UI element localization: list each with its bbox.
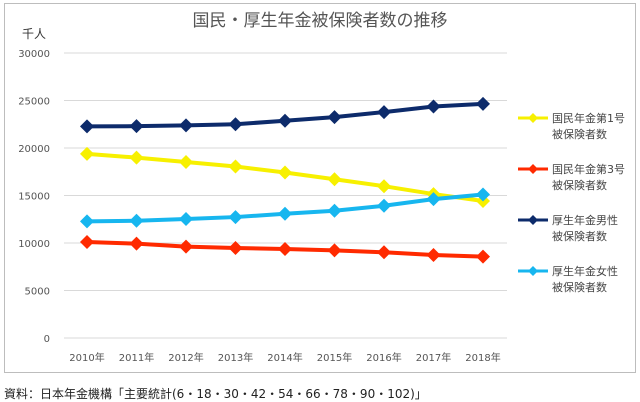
chart-frame	[4, 3, 636, 373]
legend-label: 厚生年金女性	[552, 264, 618, 278]
data-point	[228, 117, 243, 132]
data-point	[228, 210, 243, 225]
y-tick-label: 25000	[18, 97, 50, 108]
legend-label: 厚生年金男性	[552, 213, 618, 227]
data-point	[377, 179, 391, 194]
data-point	[327, 203, 342, 218]
y-tick-label: 5000	[25, 287, 50, 298]
y-tick-label: 10000	[18, 239, 50, 250]
data-point	[129, 213, 144, 228]
x-tick-label: 2018年	[465, 351, 500, 364]
data-point	[179, 154, 193, 169]
legend-label: 国民年金第1号	[552, 111, 625, 125]
legend-marker	[528, 266, 538, 276]
x-tick-label: 2015年	[317, 351, 352, 364]
y-tick-label: 30000	[18, 49, 50, 60]
y-tick-label: 15000	[18, 192, 50, 203]
data-point	[80, 119, 94, 134]
legend-label: 被保険者数	[552, 178, 607, 192]
data-point	[228, 159, 243, 174]
data-point	[80, 214, 94, 229]
x-tick-label: 2016年	[366, 351, 401, 364]
x-tick-label: 2011年	[119, 351, 154, 364]
y-tick-label: 20000	[18, 144, 50, 155]
x-tick-label: 2010年	[69, 351, 104, 364]
data-point	[278, 113, 292, 128]
data-point	[228, 240, 243, 255]
legend-marker	[528, 113, 538, 123]
data-point	[327, 172, 342, 187]
x-tick-label: 2012年	[168, 351, 203, 364]
data-point	[278, 206, 292, 221]
data-point	[327, 110, 342, 125]
data-point	[476, 96, 490, 111]
data-point	[179, 212, 193, 227]
source-note: 資料：日本年金機構「主要統計(6・18・30・42・54・66・78・90・10…	[4, 387, 427, 401]
data-point	[129, 150, 144, 165]
chart-title: 国民・厚生年金被保険者数の推移	[193, 11, 448, 31]
data-point	[129, 236, 144, 251]
legend-label: 被保険者数	[552, 127, 607, 141]
data-point	[426, 247, 441, 262]
data-point	[377, 245, 391, 260]
y-axis-unit: 千人	[22, 27, 46, 41]
data-point	[377, 105, 391, 120]
data-point	[80, 146, 94, 161]
legend-label: 国民年金第3号	[552, 162, 625, 176]
x-tick-label: 2013年	[218, 351, 253, 364]
data-point	[327, 243, 342, 258]
data-point	[426, 99, 441, 114]
data-point	[476, 187, 490, 202]
data-point	[377, 198, 391, 213]
legend-marker	[528, 164, 538, 174]
data-point	[179, 239, 193, 254]
data-point	[129, 119, 144, 134]
data-point	[476, 249, 490, 264]
legend-marker	[528, 215, 538, 225]
data-point	[80, 235, 94, 250]
legend-label: 被保険者数	[552, 280, 607, 294]
data-point	[278, 165, 292, 180]
legend-label: 被保険者数	[552, 229, 607, 243]
data-point	[426, 192, 441, 207]
y-tick-label: 0	[44, 334, 50, 345]
data-point	[179, 118, 193, 133]
x-tick-label: 2017年	[416, 351, 451, 364]
data-point	[278, 241, 292, 256]
x-tick-label: 2014年	[267, 351, 302, 364]
